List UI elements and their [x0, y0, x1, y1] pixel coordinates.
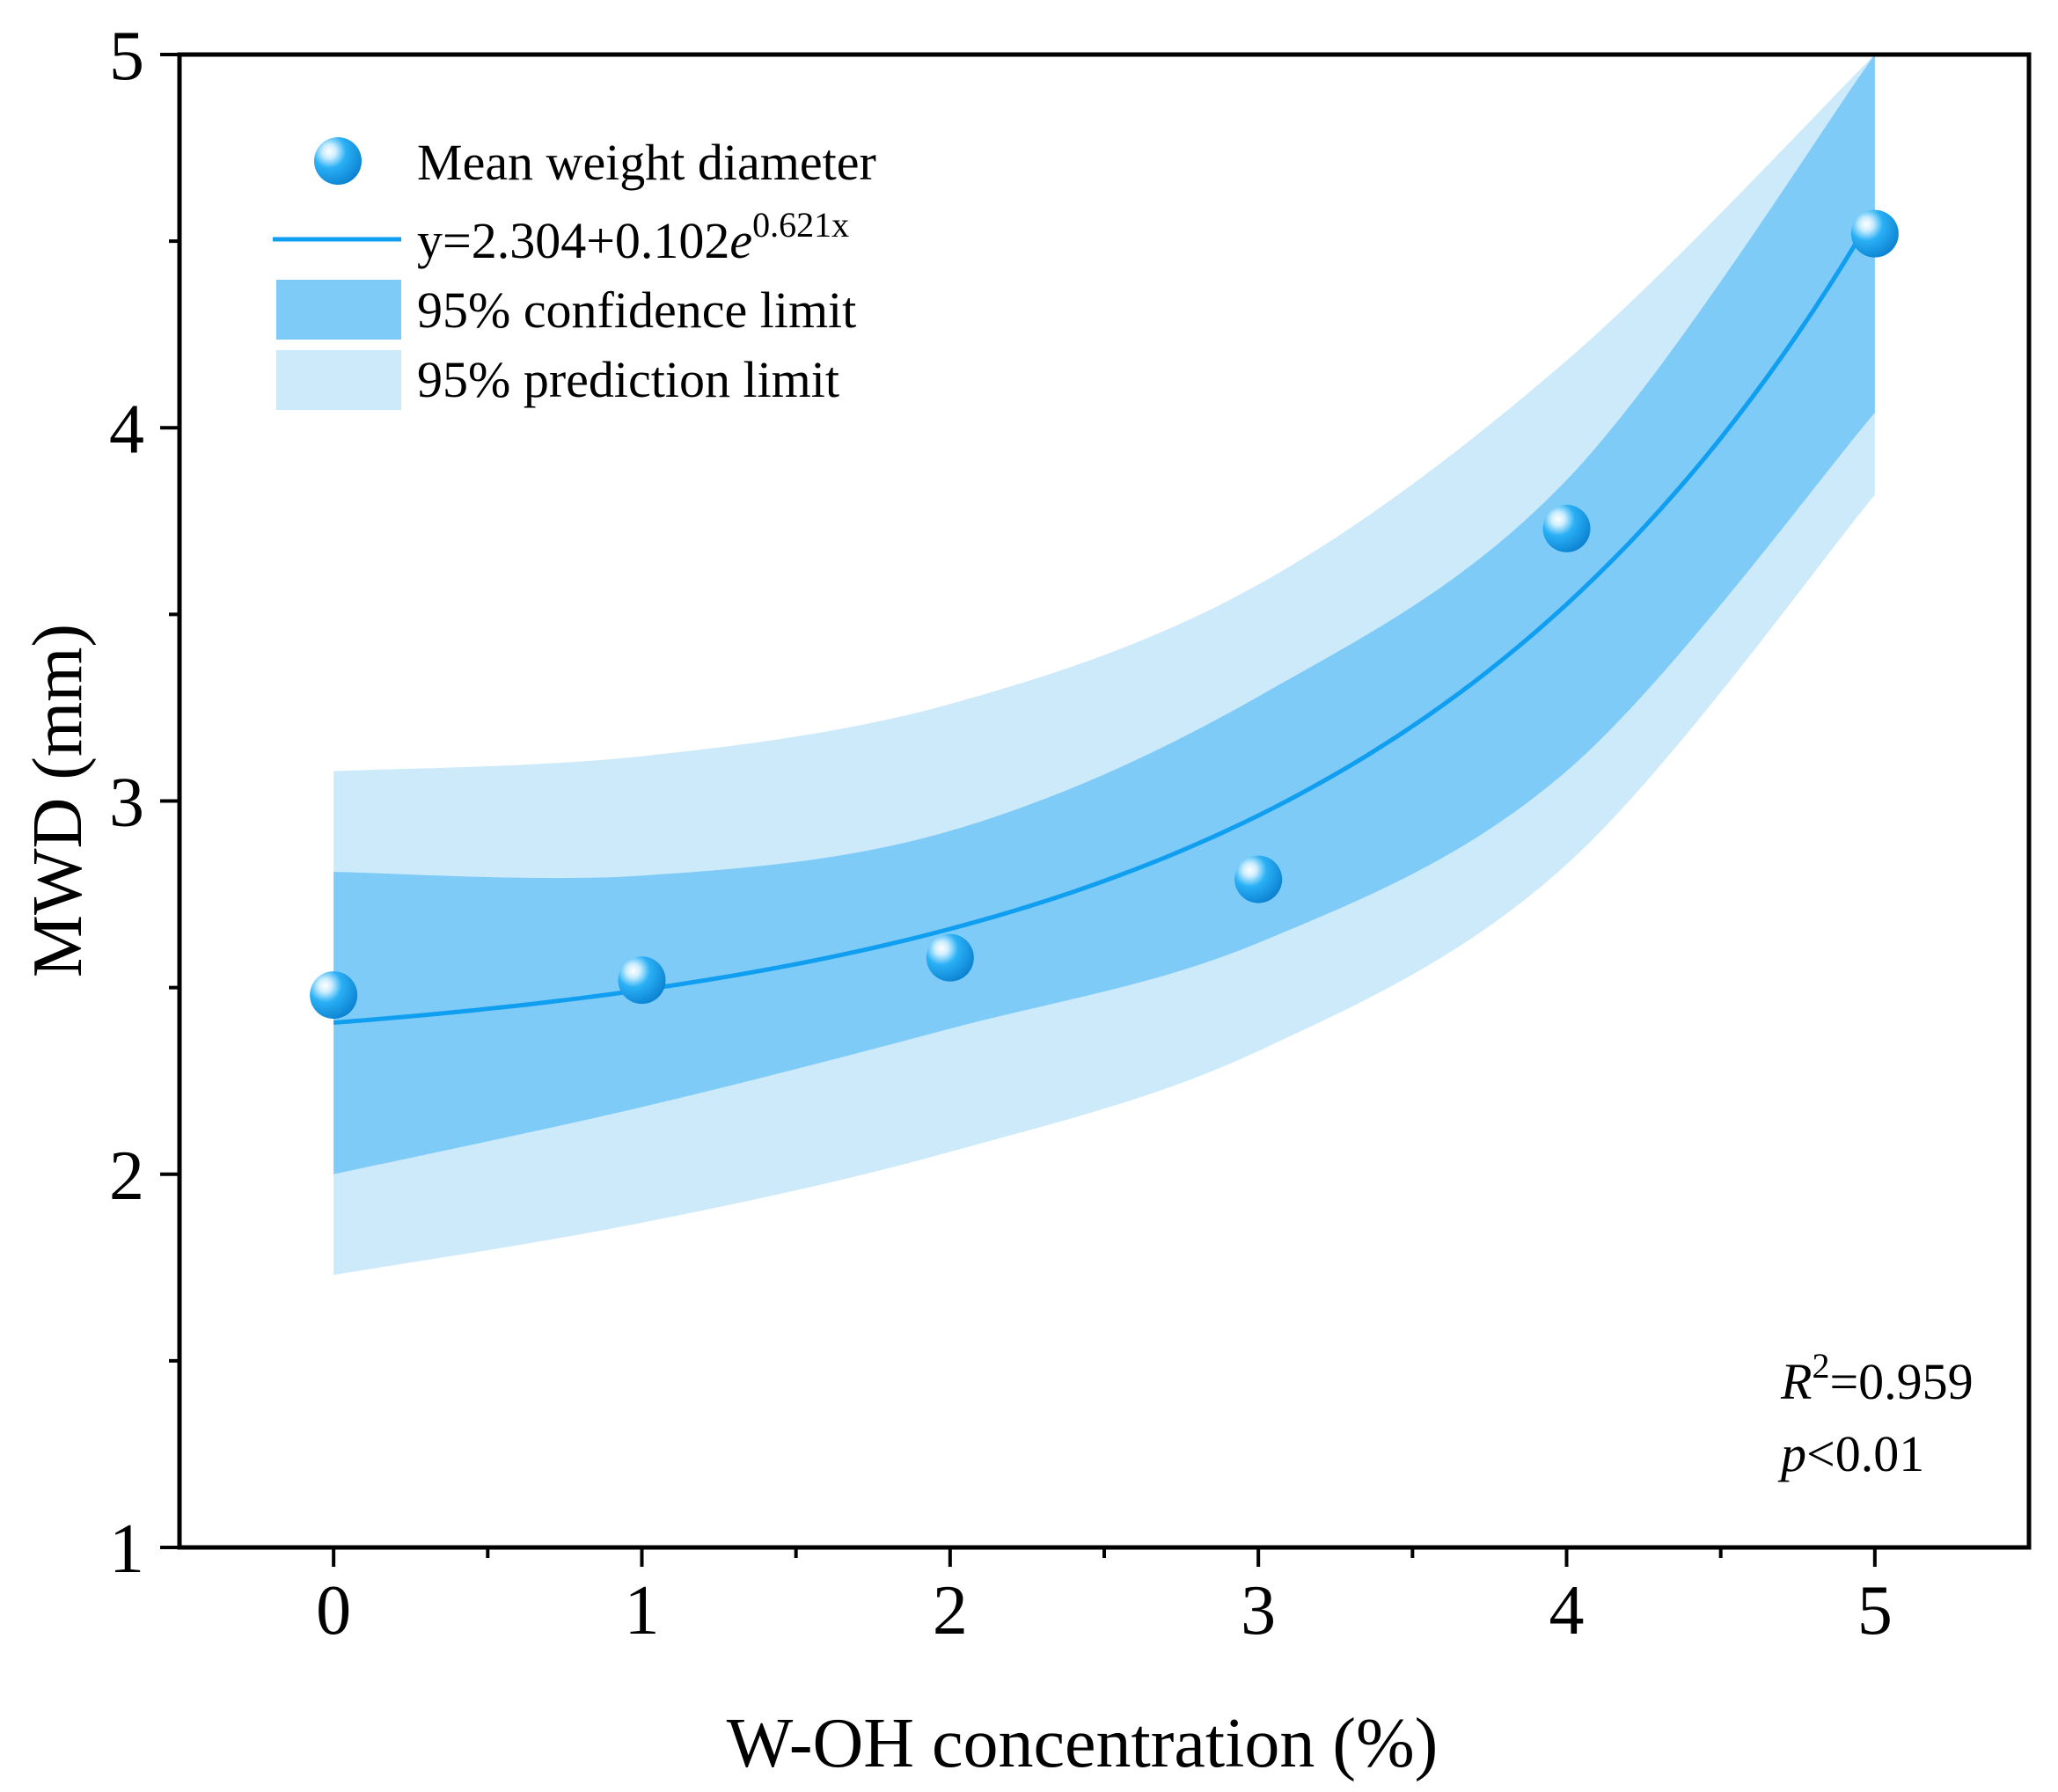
legend-prediction-swatch: [276, 350, 401, 410]
confidence-band: [333, 55, 1875, 1174]
x-tick-label: 5: [1857, 1572, 1893, 1649]
data-point: [1542, 504, 1591, 552]
y-tick-label: 5: [109, 18, 144, 95]
p-value: <0.01: [1806, 1425, 1924, 1482]
legend-line-e: e: [729, 212, 752, 269]
x-axis-title: W-OH concentration (%): [727, 1705, 1439, 1782]
data-points: [310, 209, 1899, 1020]
r2-superscript: 2: [1812, 1346, 1829, 1386]
legend-line-label: y=2.304+0.102e0.621x: [417, 205, 849, 269]
x-tick-label: 1: [625, 1572, 660, 1649]
y-axis-title: MWD (mm): [19, 624, 97, 977]
data-point: [1234, 855, 1283, 903]
legend-points-marker: [314, 137, 362, 185]
x-tick-label: 3: [1241, 1572, 1276, 1649]
r2-text: R2=0.959: [1780, 1346, 1974, 1410]
fit-line: [333, 210, 1877, 1025]
p-symbol: p: [1777, 1425, 1806, 1482]
r2-symbol: R: [1780, 1353, 1812, 1410]
legend: Mean weight diameter y=2.304+0.102e0.621…: [273, 134, 876, 410]
p-text: p<0.01: [1777, 1425, 1924, 1482]
data-point: [926, 933, 974, 982]
data-point: [618, 956, 666, 1005]
x-tick-label: 4: [1549, 1572, 1585, 1649]
legend-prediction-label: 95% prediction limit: [417, 351, 839, 408]
y-tick-label: 3: [109, 764, 144, 842]
data-point: [1850, 209, 1899, 258]
legend-confidence-label: 95% confidence limit: [417, 282, 856, 339]
legend-line-exp: 0.621x: [752, 205, 849, 245]
y-tick-label: 1: [109, 1510, 144, 1588]
y-tick-label: 4: [109, 391, 144, 468]
legend-line-prefix: y=2.304+0.102: [417, 212, 729, 269]
stats-annotation: R2=0.959 p<0.01: [1777, 1346, 1974, 1482]
y-tick-label: 2: [109, 1137, 144, 1215]
legend-confidence-swatch: [276, 280, 401, 340]
x-tick-label: 2: [933, 1572, 968, 1649]
data-point: [310, 971, 358, 1020]
axis-ticks: 0 1 2 3 4 5 1 2 3 4 5: [109, 18, 1893, 1649]
x-tick-label: 0: [316, 1572, 351, 1649]
legend-points-label: Mean weight diameter: [417, 134, 876, 191]
r2-value: =0.959: [1829, 1353, 1973, 1410]
